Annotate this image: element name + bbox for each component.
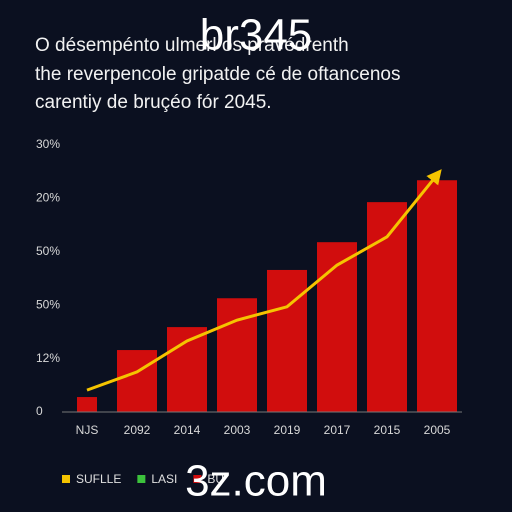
y-tick-label: 20% bbox=[36, 191, 60, 205]
legend-label: LASI bbox=[151, 472, 177, 486]
x-tick-label: NJS bbox=[76, 423, 99, 437]
y-tick-label: 30% bbox=[36, 137, 60, 151]
x-tick-label: 2003 bbox=[224, 423, 251, 437]
x-tick-label: 2092 bbox=[124, 423, 151, 437]
chart-title-line: the reverpencole gripatde cé de oftancen… bbox=[35, 64, 400, 85]
legend-swatch bbox=[62, 475, 70, 483]
x-tick-label: 2005 bbox=[424, 423, 451, 437]
line bbox=[86, 169, 442, 392]
watermark: 3z.com bbox=[185, 457, 327, 506]
legend-swatch bbox=[137, 475, 146, 483]
x-tick-label: 2017 bbox=[324, 423, 351, 437]
legend-swatch bbox=[193, 475, 202, 483]
bar bbox=[117, 350, 157, 412]
bar bbox=[317, 242, 357, 412]
chart-title-line: carentiy de bruçéo fór 2045. bbox=[35, 92, 272, 113]
x-tick-label: 2019 bbox=[274, 423, 301, 437]
y-tick-label: 12% bbox=[36, 351, 60, 365]
y-tick-label: 50% bbox=[36, 244, 60, 258]
watermark: br345 bbox=[200, 11, 313, 60]
x-tick-label: 2014 bbox=[174, 423, 201, 437]
chart-title-line: O désempénto ulmerl os pravédrenth bbox=[35, 35, 349, 56]
bar bbox=[417, 180, 457, 412]
legend-label: SUFLLE bbox=[76, 472, 121, 486]
bar bbox=[77, 397, 97, 412]
bar bbox=[367, 202, 407, 412]
legend-label: BU bbox=[207, 472, 224, 486]
y-tick-label: 0 bbox=[36, 404, 43, 418]
bar bbox=[267, 269, 307, 412]
x-tick-label: 2015 bbox=[374, 423, 401, 437]
y-tick-label: 50% bbox=[36, 297, 60, 311]
